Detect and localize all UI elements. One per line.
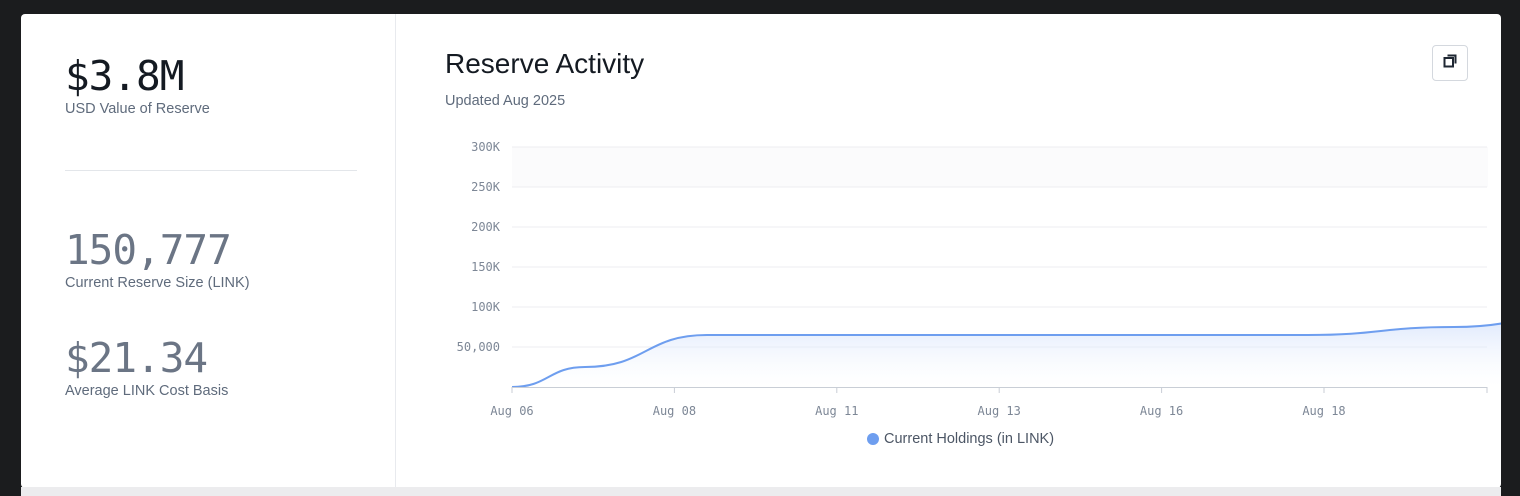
usd-value-label: USD Value of Reserve: [65, 101, 210, 117]
reserve-activity-chart: 300K 250K 200K 150K 100K 50,000 Aug 06 Aug 08 Au…: [457, 140, 1501, 418]
chart-legend: Current Holdings (in LINK): [867, 431, 1054, 447]
reserve-size-stat: 150,777 Current Reserve Size (LINK): [65, 226, 250, 291]
expand-button[interactable]: [1432, 45, 1468, 81]
series-area: [512, 323, 1501, 387]
y-tick-label: 150K: [471, 260, 501, 274]
x-tick-label: Aug 13: [978, 404, 1021, 418]
expand-icon: [1443, 54, 1457, 73]
chart-subtitle: Updated Aug 2025: [445, 93, 566, 109]
stats-panel: $3.8M USD Value of Reserve 150,777 Curre…: [21, 14, 396, 488]
x-tick-label: Aug 08: [653, 404, 696, 418]
y-tick-label: 200K: [471, 220, 501, 234]
series-line: [511, 322, 1501, 388]
chart-title: Reserve Activity: [445, 48, 645, 79]
legend-label: Current Holdings (in LINK): [884, 431, 1055, 447]
x-tick-label: Aug 18: [1302, 404, 1345, 418]
legend-swatch: [867, 433, 879, 445]
cost-basis-value: $21.34: [65, 334, 208, 382]
y-tick-label: 100K: [471, 300, 501, 314]
reserve-size-value: 150,777: [65, 226, 232, 274]
y-tick-label: 250K: [471, 180, 501, 194]
reserve-size-label: Current Reserve Size (LINK): [65, 275, 250, 291]
page-footer-strip: [21, 487, 1501, 496]
y-tick-label: 300K: [471, 140, 501, 154]
reserve-card: $3.8M USD Value of Reserve 150,777 Curre…: [21, 14, 1501, 488]
stats-divider: [65, 170, 357, 171]
usd-value-stat: $3.8M USD Value of Reserve: [65, 52, 210, 117]
x-tick-label: Aug 11: [815, 404, 858, 418]
usd-value: $3.8M: [65, 52, 184, 100]
x-tick-label: Aug 16: [1140, 404, 1183, 418]
y-tick-label: 50,000: [457, 340, 500, 354]
x-tick-label: Aug 06: [490, 404, 533, 418]
cost-basis-stat: $21.34 Average LINK Cost Basis: [65, 334, 228, 399]
plot-band: [512, 147, 1488, 187]
cost-basis-label: Average LINK Cost Basis: [65, 383, 229, 399]
